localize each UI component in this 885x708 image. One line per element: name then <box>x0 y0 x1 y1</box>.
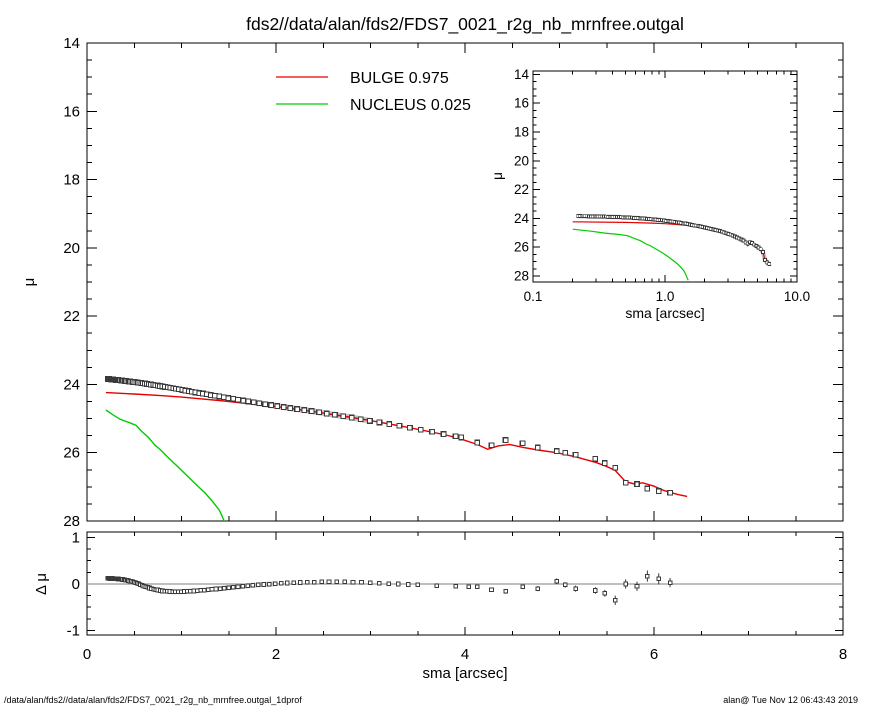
tick-label: 1 <box>72 529 80 546</box>
tick-label: 14 <box>63 35 80 52</box>
tick-label: 28 <box>514 268 529 283</box>
inset-sma-axis-label: sma [arcsec] <box>625 305 704 321</box>
tick-label: 24 <box>63 376 80 393</box>
tick-label: 0.1 <box>524 289 543 304</box>
tick-label: 0 <box>83 646 91 663</box>
tick-label: 8 <box>839 646 847 663</box>
sma-axis-label: sma [arcsec] <box>422 665 507 682</box>
mu-axis-label: μ <box>21 278 38 287</box>
footer-left: /data/alan/fds2//data/alan/fds2/FDS7_002… <box>4 695 302 705</box>
residual-panel: 10-10 2 4 6 8 <box>67 529 848 663</box>
legend-nucleus-label: NUCLEUS 0.025 <box>350 97 471 114</box>
tick-label: 14 <box>514 67 530 82</box>
tick-label: 22 <box>63 308 80 325</box>
footer-right: alan@ Tue Nov 12 06:43:43 2019 <box>723 695 858 705</box>
tick-label: 18 <box>63 172 80 189</box>
tick-label: 26 <box>514 240 529 255</box>
tick-label: 18 <box>514 125 529 140</box>
tick-label: 16 <box>514 96 529 111</box>
tick-label: 2 <box>272 646 280 663</box>
legend: BULGE 0.975 NUCLEUS 0.025 <box>276 70 471 114</box>
inset-series <box>572 213 772 281</box>
inset-mu-axis-label: μ <box>490 172 505 180</box>
tick-label: -1 <box>67 622 80 639</box>
tick-label: 22 <box>514 182 529 197</box>
main-panel: 14 16 18 20 22 24 26 28 <box>63 35 844 530</box>
tick-label: 20 <box>514 153 529 168</box>
delta-mu-axis-label: Δ μ <box>33 573 50 595</box>
inset-panel: 14 16 18 20 22 24 26 28 0.1 1.0 10.0 <box>514 67 810 304</box>
tick-label: 24 <box>514 211 530 226</box>
legend-bulge-label: BULGE 0.975 <box>350 70 449 87</box>
tick-label: 4 <box>461 646 469 663</box>
tick-label: 1.0 <box>656 289 675 304</box>
tick-label: 16 <box>63 103 80 120</box>
tick-label: 26 <box>63 445 80 462</box>
main-series <box>104 376 688 521</box>
tick-label: 10.0 <box>784 289 810 304</box>
page-title: fds2//data/alan/fds2/FDS7_0021_r2g_nb_mr… <box>246 14 684 35</box>
residual-series <box>87 570 843 605</box>
tick-label: 0 <box>72 576 80 593</box>
tick-label: 20 <box>63 240 80 257</box>
tick-label: 6 <box>650 646 658 663</box>
tick-label: 28 <box>63 513 80 530</box>
